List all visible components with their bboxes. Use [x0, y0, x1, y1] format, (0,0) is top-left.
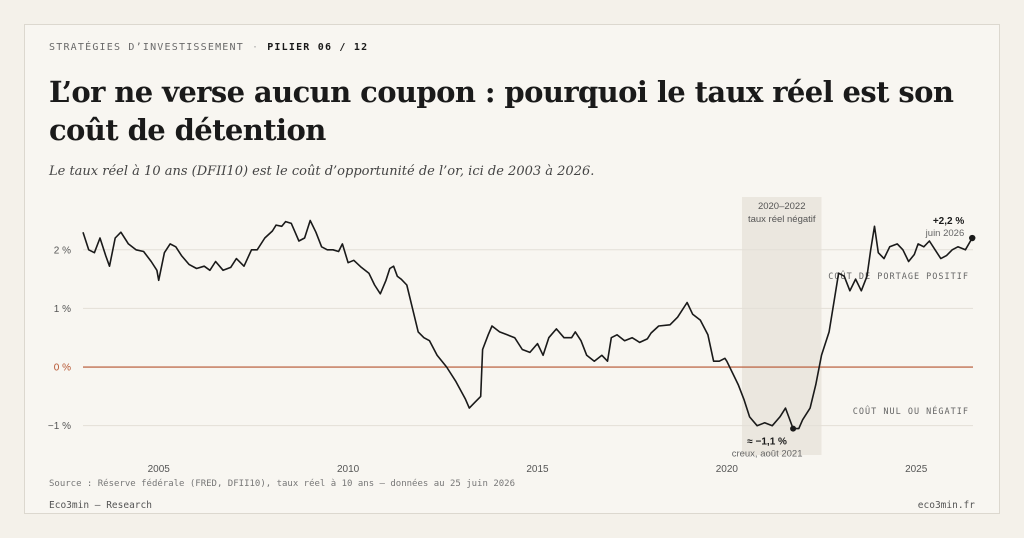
- y-tick-label: 1 %: [54, 304, 71, 315]
- y-tick-label: −1 %: [48, 421, 71, 432]
- footer-brand: Eco3min — Research: [49, 500, 152, 511]
- y-tick-label: 2 %: [54, 245, 71, 256]
- grid-lines: [83, 249, 973, 427]
- y-tick-label: 0 %: [54, 363, 71, 374]
- source-note: Source : Réserve fédérale (FRED, DFII10)…: [49, 479, 515, 489]
- trough-date-label: creux, août 2021: [732, 449, 803, 460]
- shaded-region: 2020–2022 taux réel négatif: [741, 197, 822, 455]
- zone-label-positive: COÛT DE PORTAGE POSITIF: [828, 270, 969, 282]
- end-point-marker: [969, 234, 976, 242]
- series-line-real-rate: [82, 219, 973, 430]
- x-tick-label: 2010: [337, 464, 360, 475]
- x-tick-label: 2020: [716, 464, 739, 475]
- chart-card: STRATÉGIES D’INVESTISSEMENT · PILIER 06 / …: [24, 24, 1000, 514]
- y-axis: 2 % 1 % 0 % −1 %: [48, 245, 71, 432]
- negative-rate-shade: [741, 197, 822, 455]
- kicker-separator: ·: [251, 42, 260, 53]
- shade-label-description: taux réel négatif: [748, 214, 816, 225]
- trough-point-marker: [790, 425, 797, 432]
- end-value-label: +2,2 %: [933, 216, 965, 227]
- page-subtitle: Le taux réel à 10 ans (DFII10) est le co…: [49, 164, 595, 179]
- kicker: STRATÉGIES D’INVESTISSEMENT · PILIER 06 / …: [49, 42, 368, 53]
- x-tick-label: 2005: [148, 464, 171, 475]
- end-date-label: juin 2026: [925, 228, 965, 239]
- kicker-category: STRATÉGIES D’INVESTISSEMENT: [49, 42, 244, 53]
- trough-value-label: ≈ −1,1 %: [747, 437, 787, 448]
- line-chart: 2020–2022 taux réel négatif 2 % 1 % 0 % −1 …: [48, 197, 976, 475]
- page-title: L’or ne verse aucun coupon : pourquoi le…: [49, 75, 954, 147]
- zone-label-negative: COÛT NUL OU NÉGATIF: [853, 405, 969, 417]
- footer-site-link[interactable]: eco3min.fr: [917, 500, 975, 511]
- x-tick-label: 2015: [526, 464, 549, 475]
- x-tick-label: 2025: [905, 464, 928, 475]
- kicker-pillar: PILIER 06 / 12: [267, 42, 369, 53]
- x-axis: 2005 2010 2015 2020 2025: [148, 464, 928, 475]
- shade-label-years: 2020–2022: [758, 201, 806, 212]
